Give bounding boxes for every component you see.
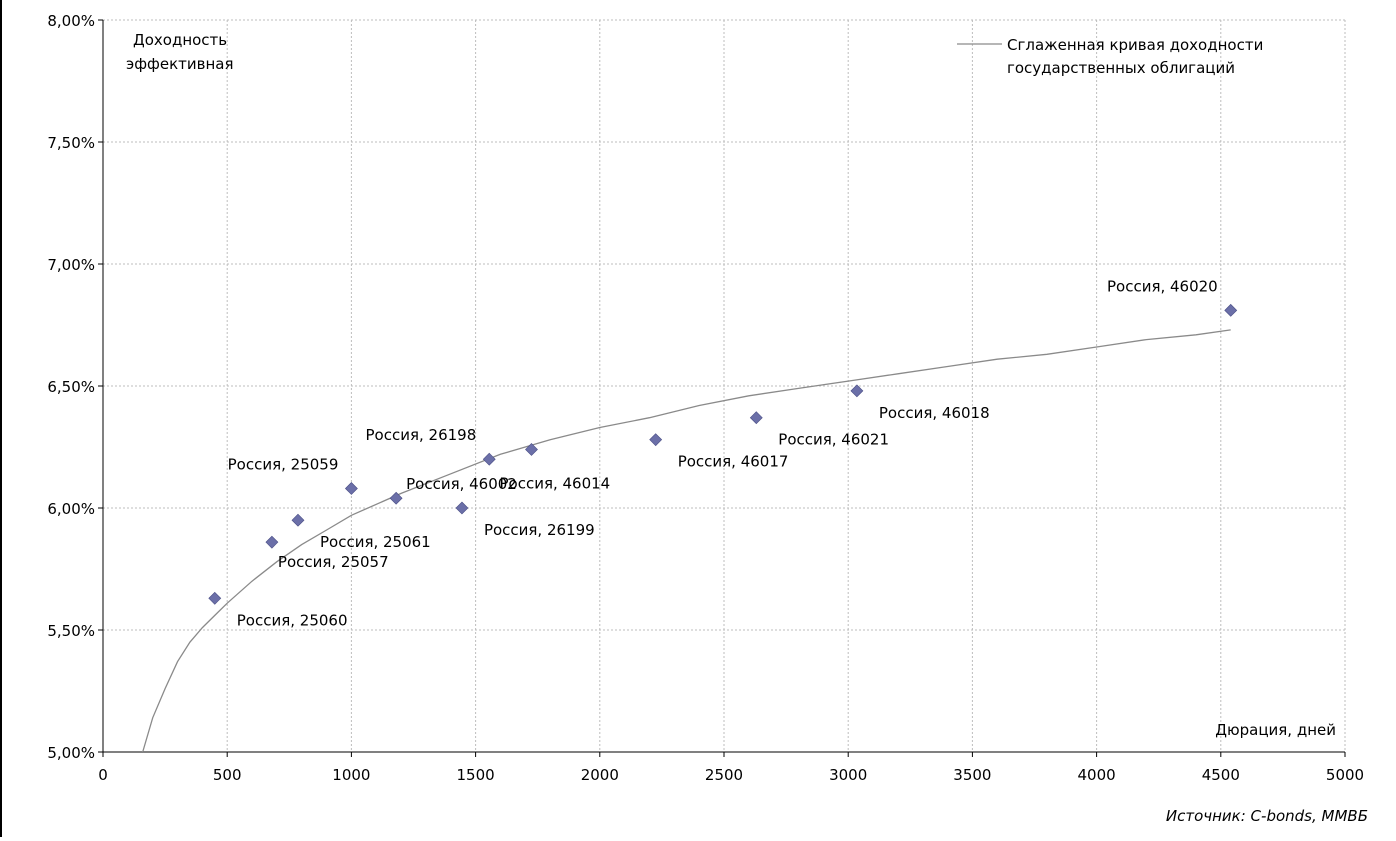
data-point-label: Россия, 46017 — [678, 453, 789, 471]
data-point-label: Россия, 46021 — [778, 431, 889, 449]
data-point-marker — [749, 411, 763, 425]
data-point-marker — [525, 443, 538, 456]
y-tick-label: 5,50% — [47, 622, 95, 640]
y-tick-label: 6,00% — [47, 500, 95, 518]
y-tick-label: 5,00% — [47, 744, 95, 762]
x-tick-label: 0 — [98, 766, 108, 784]
y-tick-label: 6,50% — [47, 378, 95, 396]
x-tick-label: 2500 — [705, 766, 743, 784]
y-tick-label: 7,50% — [47, 134, 95, 152]
data-point-label: Россия, 46014 — [499, 474, 610, 492]
data-point-marker — [1224, 303, 1238, 317]
data-point-marker — [482, 452, 496, 466]
data-point-marker — [850, 384, 864, 398]
legend-text-line-1: Сглаженная кривая доходности — [1007, 36, 1263, 54]
points-layer — [208, 303, 1238, 605]
x-tick-label: 3500 — [953, 766, 991, 784]
y-tick-label: 8,00% — [47, 12, 95, 30]
data-point-label: Россия, 46018 — [879, 404, 990, 422]
data-point-label: Россия, 26198 — [366, 426, 477, 444]
x-tick-label: 3000 — [829, 766, 867, 784]
x-tick-label: 5000 — [1326, 766, 1364, 784]
data-point-marker — [344, 482, 358, 495]
data-point-marker — [291, 513, 305, 527]
axes: 5,00% 5,50% 6,00% 6,50% 7,00% 7,50% 8,00% 0 500 1… — [47, 12, 1364, 784]
x-tick-label: 1500 — [457, 766, 495, 784]
legend-text-line-2: государственных облигаций — [1007, 59, 1235, 77]
x-axis-title: Дюрация, дней — [1215, 721, 1336, 739]
data-point-label: Россия, 46020 — [1107, 277, 1218, 295]
data-point-label: Россия, 26199 — [484, 521, 595, 539]
source-note: Источник: C-bonds, ММВБ — [1166, 807, 1368, 825]
y-tick-label: 7,00% — [47, 256, 95, 274]
grid — [103, 19, 1346, 752]
data-point-label: Россия, 46002 — [406, 475, 517, 493]
x-tick-label: 1000 — [332, 766, 370, 784]
smoothed-yield-curve — [142, 329, 1231, 753]
x-tick-label: 4500 — [1202, 766, 1240, 784]
x-tick-label: 2000 — [581, 766, 619, 784]
data-point-marker — [389, 491, 403, 505]
data-point-label: Россия, 25061 — [320, 533, 431, 551]
x-tick-label: 4000 — [1078, 766, 1116, 784]
y-axis-title-line-2: эффективная — [126, 55, 234, 73]
data-point-label: Россия, 25059 — [228, 455, 339, 473]
data-point-marker — [649, 433, 663, 447]
curve-layer — [142, 329, 1231, 753]
y-axis-title-line-1: Доходность — [133, 31, 227, 49]
text-layer: Россия, 25060 Россия, 25057 Россия, 25061 Р… — [126, 31, 1368, 825]
data-point-label: Россия, 25060 — [237, 611, 348, 629]
data-point-marker — [455, 501, 469, 515]
data-point-marker — [265, 535, 279, 549]
x-tick-label: 500 — [213, 766, 242, 784]
data-point-label: Россия, 25057 — [278, 553, 389, 571]
data-point-marker — [208, 591, 222, 605]
